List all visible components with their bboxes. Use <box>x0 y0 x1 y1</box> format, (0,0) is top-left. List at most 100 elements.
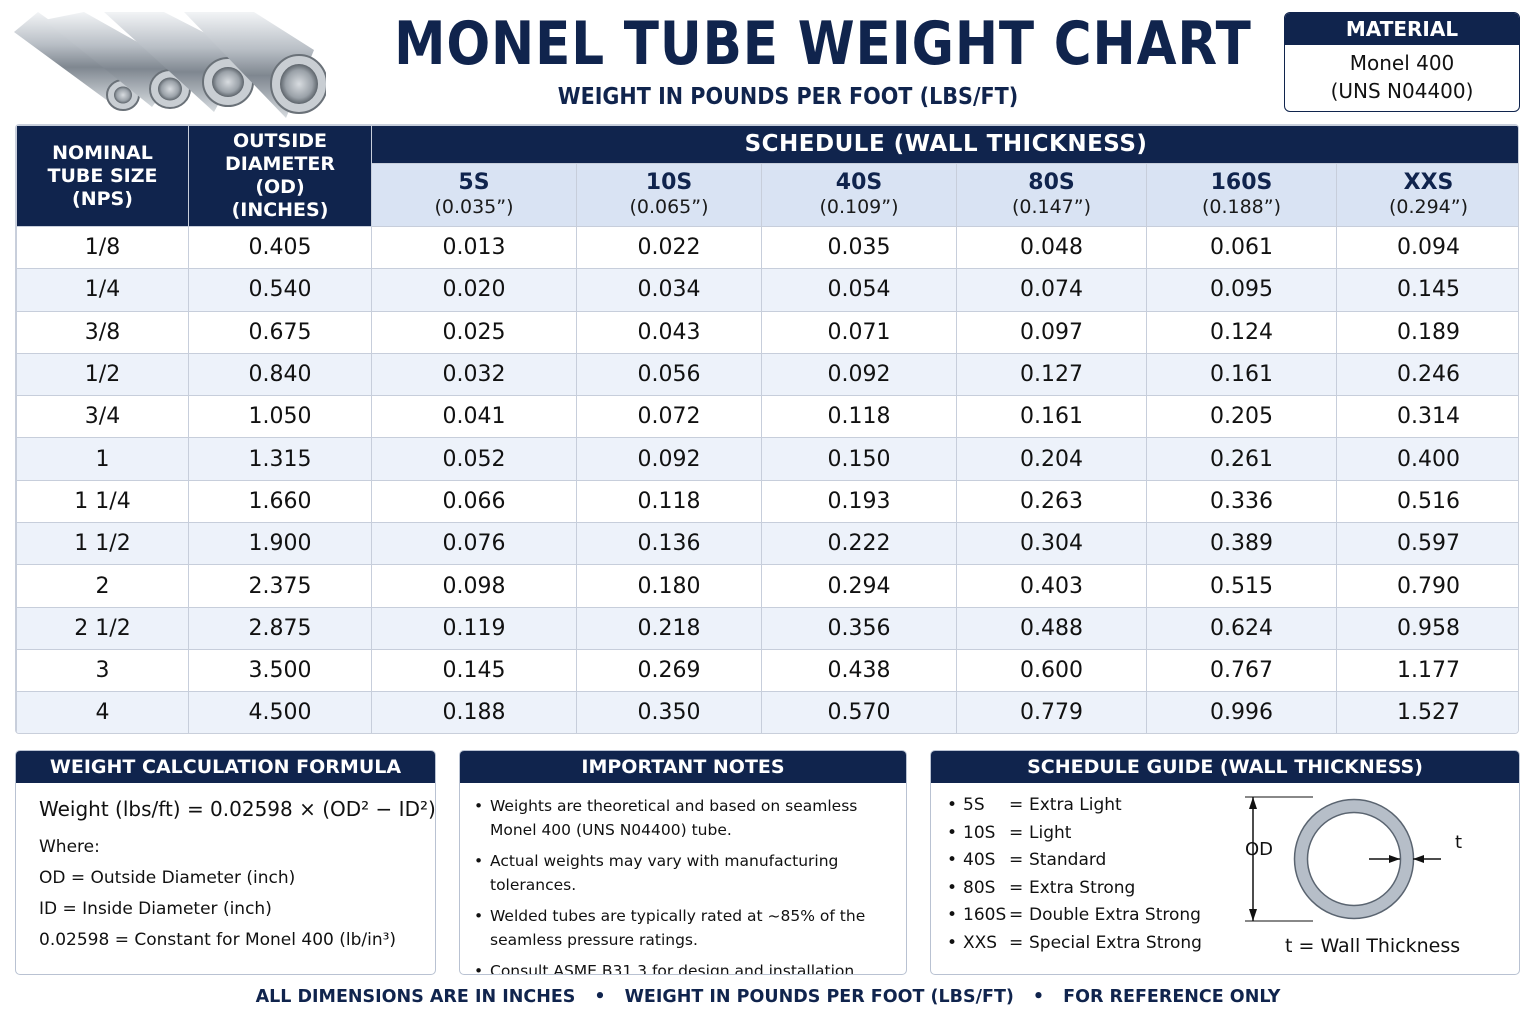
table-row: 1 1.315 0.052 0.092 0.150 0.204 0.261 0.400 <box>16 437 1518 481</box>
guide-code: XXS <box>963 932 998 953</box>
cell-weight: 0.790 <box>1336 564 1518 608</box>
weight-table: NOMINAL TUBE SIZE (NPS) OUTSIDE DIAMETER… <box>15 124 1519 734</box>
cell-weight: 0.570 <box>761 691 957 733</box>
cell-weight: 0.263 <box>956 479 1147 524</box>
cell-weight: 0.097 <box>956 310 1147 354</box>
formula-title: WEIGHT CALCULATION FORMULA <box>16 751 435 783</box>
guide-list: 5S=Extra Light10S=Light40S=Standard80S=E… <box>945 792 1202 958</box>
cell-weight: 0.189 <box>1336 310 1518 354</box>
wall-thickness-caption: t = Wall Thickness <box>1285 935 1461 957</box>
table-row: 3/8 0.675 0.025 0.043 0.071 0.097 0.124 0.189 <box>16 310 1518 354</box>
cell-weight: 0.095 <box>1146 268 1337 312</box>
header-nps-line3: (NPS) <box>72 187 133 210</box>
schedule-wall: (0.188”) <box>1201 196 1282 218</box>
cell-weight: 0.438 <box>761 648 957 693</box>
schedule-wall: (0.035”) <box>434 196 514 218</box>
cell-weight: 0.136 <box>576 522 762 566</box>
cell-weight: 0.488 <box>956 606 1147 650</box>
guide-desc: Extra Light <box>1029 795 1122 815</box>
notes-list: Weights are theoretical and based on sea… <box>472 794 904 974</box>
cell-od: 1.900 <box>188 522 372 566</box>
cell-nps: 3 <box>16 648 189 693</box>
table-row: 3 3.500 0.145 0.269 0.438 0.600 0.767 1.177 <box>16 648 1518 693</box>
cell-nps: 1/2 <box>16 352 189 397</box>
schedule-header: 40S (0.109”) <box>761 163 957 227</box>
cell-od: 0.675 <box>188 310 372 354</box>
cell-weight: 0.145 <box>1336 268 1518 312</box>
cell-weight: 0.304 <box>956 522 1147 566</box>
guide-code: 5S <box>963 795 985 815</box>
cell-nps: 1 1/2 <box>16 522 189 566</box>
cell-weight: 0.118 <box>576 479 762 524</box>
cell-weight: 0.127 <box>956 352 1147 397</box>
header-od-line2: DIAMETER <box>224 153 335 175</box>
header-od-line1: OUTSIDE <box>232 130 328 152</box>
cell-nps: 1/4 <box>16 268 189 312</box>
guide-desc: Standard <box>1029 850 1107 871</box>
header-schedule: SCHEDULE (WALL THICKNESS) <box>371 125 1518 164</box>
guide-desc: Light <box>1029 822 1072 843</box>
cell-weight: 1.177 <box>1336 648 1518 693</box>
cell-weight: 0.246 <box>1336 352 1518 397</box>
schedule-wall: (0.065”) <box>629 196 709 218</box>
cell-weight: 0.150 <box>761 437 957 481</box>
od-label: OD <box>1245 839 1274 860</box>
cell-weight: 0.061 <box>1146 225 1337 270</box>
table-row: 4 4.500 0.188 0.350 0.570 0.779 0.996 1.527 <box>16 691 1518 733</box>
cell-weight: 0.403 <box>956 564 1147 608</box>
cell-weight: 0.996 <box>1146 691 1337 733</box>
cell-weight: 0.222 <box>761 522 957 566</box>
cell-weight: 0.180 <box>576 564 762 608</box>
t-label: t <box>1455 832 1463 853</box>
cell-weight: 1.527 <box>1336 691 1518 733</box>
guide-code: 40S <box>963 850 996 871</box>
footer-item: ALL DIMENSIONS ARE IN INCHES <box>255 987 576 1007</box>
cell-od: 2.375 <box>188 564 372 608</box>
guide-item: 40S =Standard <box>945 847 1202 875</box>
guide-eq: = <box>1009 850 1024 871</box>
note-item: Consult ASME B31.3 for design and instal… <box>472 959 904 974</box>
cell-weight: 0.205 <box>1146 395 1337 439</box>
cell-weight: 0.118 <box>761 395 957 439</box>
cell-weight: 0.025 <box>371 310 577 354</box>
table-row: 1/8 0.405 0.013 0.022 0.035 0.048 0.061 0.094 <box>16 225 1518 270</box>
cell-weight: 0.597 <box>1336 522 1518 566</box>
table-row: 2 1/2 2.875 0.119 0.218 0.356 0.488 0.624 0.958 <box>16 606 1518 650</box>
cell-nps: 3/4 <box>16 395 189 439</box>
cell-weight: 0.261 <box>1146 437 1337 481</box>
cell-nps: 2 1/2 <box>16 606 189 650</box>
schedule-code: XXS <box>1403 170 1454 195</box>
table-row: 1 1/4 1.660 0.066 0.118 0.193 0.263 0.336 0.516 <box>16 479 1518 524</box>
cell-weight: 0.145 <box>371 648 577 693</box>
cell-weight: 0.048 <box>956 225 1147 270</box>
guide-title: SCHEDULE GUIDE (WALL THICKNESS) <box>931 751 1519 783</box>
formula-id-def: ID = Inside Diameter (inch) <box>39 899 272 919</box>
cell-weight: 0.958 <box>1336 606 1518 650</box>
cell-nps: 1 <box>16 437 189 481</box>
cell-weight: 0.054 <box>761 268 957 312</box>
guide-desc: Extra Strong <box>1029 877 1136 898</box>
cell-od: 1.660 <box>188 479 372 524</box>
cell-weight: 0.034 <box>576 268 762 312</box>
material-box: MATERIAL Monel 400 (UNS N04400) <box>1284 12 1520 112</box>
cell-weight: 0.020 <box>371 268 577 312</box>
cell-weight: 0.098 <box>371 564 577 608</box>
cell-weight: 0.624 <box>1146 606 1337 650</box>
table-row: 1/2 0.840 0.032 0.056 0.092 0.127 0.161 0.246 <box>16 352 1518 397</box>
header-od-line4: (INCHES) <box>231 199 329 221</box>
cell-weight: 0.193 <box>761 479 957 524</box>
cell-weight: 0.188 <box>371 691 577 733</box>
schedule-wall: (0.109”) <box>819 196 899 218</box>
cell-nps: 1/8 <box>16 225 189 270</box>
schedule-code: 5S <box>458 170 490 195</box>
schedule-header: 5S (0.035”) <box>371 163 577 227</box>
cell-weight: 0.314 <box>1336 395 1518 439</box>
material-name: Monel 400 <box>1349 51 1455 75</box>
cell-weight: 0.052 <box>371 437 577 481</box>
schedule-guide-panel: SCHEDULE GUIDE (WALL THICKNESS) 5S=Extra… <box>930 750 1520 975</box>
cell-weight: 0.389 <box>1146 522 1337 566</box>
header-od-line3: (OD) <box>255 176 305 198</box>
note-item: Weights are theoretical and based on sea… <box>472 794 904 842</box>
footer-separator: • <box>1032 987 1045 1007</box>
note-item: Welded tubes are typically rated at ~85%… <box>472 904 904 952</box>
